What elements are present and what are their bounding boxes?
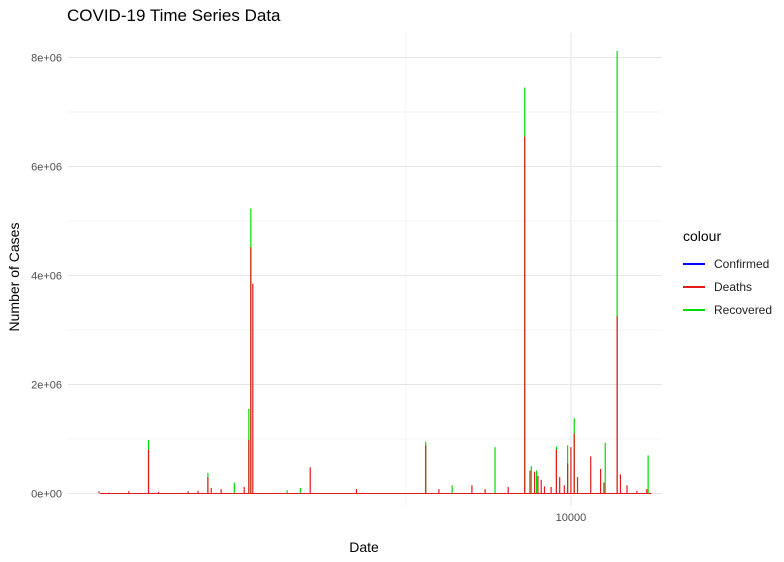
y-axis-title: Number of Cases (6, 223, 22, 332)
legend-key-confirmed (683, 262, 705, 265)
legend-label-recovered: Recovered (714, 302, 773, 317)
legend: colour Confirmed Deaths Recovered (683, 228, 772, 321)
y-tick-label: 0e+00 (31, 488, 62, 500)
legend-label-deaths: Deaths (714, 279, 753, 294)
grid-major (68, 33, 662, 506)
legend-title: colour (683, 228, 722, 244)
legend-label-confirmed: Confirmed (714, 256, 770, 271)
series-marks (98, 50, 652, 494)
grid-minor (68, 33, 662, 506)
legend-key-deaths (683, 285, 705, 288)
y-tick-label: 6e+06 (31, 162, 62, 174)
x-tick-label: 10000 (556, 512, 587, 524)
legend-item-deaths: Deaths (683, 275, 772, 298)
x-axis-title: Date (349, 539, 379, 555)
chart-title: COVID-19 Time Series Data (67, 6, 281, 25)
legend-item-confirmed: Confirmed (683, 252, 772, 275)
y-tick-label: 2e+06 (31, 379, 62, 391)
legend-key-recovered (683, 308, 705, 311)
x-axis-ticks: 10000 (556, 512, 587, 524)
y-tick-label: 4e+06 (31, 270, 62, 282)
y-tick-label: 8e+06 (31, 53, 62, 65)
legend-item-recovered: Recovered (683, 298, 772, 321)
y-axis-ticks: 0e+00 2e+06 4e+06 6e+06 8e+06 (31, 53, 62, 501)
